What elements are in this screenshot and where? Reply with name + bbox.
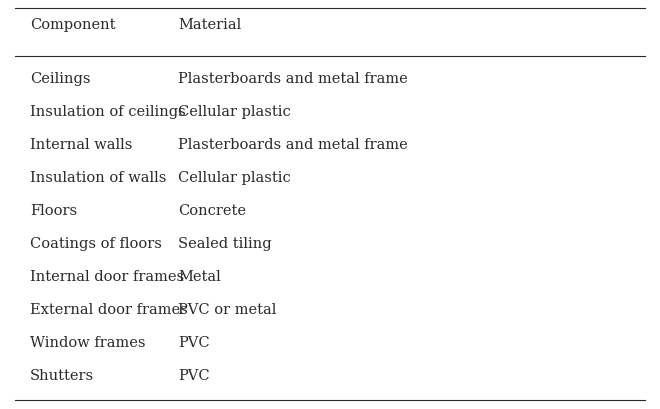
Text: Component: Component xyxy=(30,18,116,32)
Text: Ceilings: Ceilings xyxy=(30,72,90,86)
Text: Insulation of ceilings: Insulation of ceilings xyxy=(30,105,185,119)
Text: Internal door frames: Internal door frames xyxy=(30,270,184,284)
Text: Shutters: Shutters xyxy=(30,369,94,383)
Text: Material: Material xyxy=(178,18,242,32)
Text: Concrete: Concrete xyxy=(178,204,246,218)
Text: Internal walls: Internal walls xyxy=(30,138,133,152)
Text: Coatings of floors: Coatings of floors xyxy=(30,237,162,251)
Text: Plasterboards and metal frame: Plasterboards and metal frame xyxy=(178,138,408,152)
Text: Floors: Floors xyxy=(30,204,77,218)
Text: Plasterboards and metal frame: Plasterboards and metal frame xyxy=(178,72,408,86)
Text: Insulation of walls: Insulation of walls xyxy=(30,171,166,185)
Text: Cellular plastic: Cellular plastic xyxy=(178,171,291,185)
Text: Metal: Metal xyxy=(178,270,220,284)
Text: Sealed tiling: Sealed tiling xyxy=(178,237,272,251)
Text: PVC: PVC xyxy=(178,369,210,383)
Text: External door frames: External door frames xyxy=(30,303,187,317)
Text: PVC or metal: PVC or metal xyxy=(178,303,277,317)
Text: Window frames: Window frames xyxy=(30,336,145,350)
Text: PVC: PVC xyxy=(178,336,210,350)
Text: Cellular plastic: Cellular plastic xyxy=(178,105,291,119)
